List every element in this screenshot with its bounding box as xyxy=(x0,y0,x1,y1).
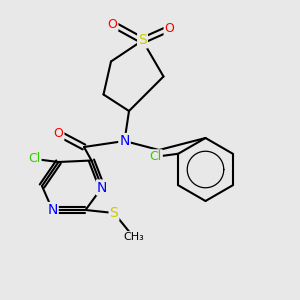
Text: S: S xyxy=(110,206,118,220)
Text: O: O xyxy=(165,22,174,35)
Text: N: N xyxy=(119,134,130,148)
Text: O: O xyxy=(108,17,117,31)
Text: O: O xyxy=(54,127,63,140)
Text: Cl: Cl xyxy=(150,150,162,163)
Text: N: N xyxy=(47,203,58,217)
Text: Cl: Cl xyxy=(28,152,40,166)
Text: CH₃: CH₃ xyxy=(123,232,144,242)
Text: S: S xyxy=(138,34,147,47)
Text: N: N xyxy=(97,181,107,194)
